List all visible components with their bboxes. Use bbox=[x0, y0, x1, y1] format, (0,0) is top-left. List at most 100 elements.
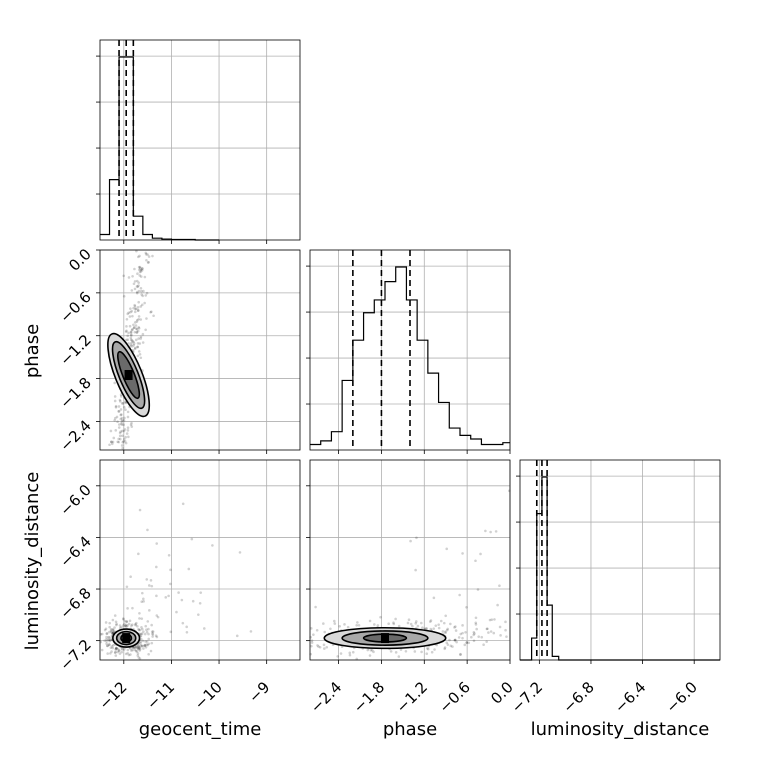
ytick-label-luminosity_distance: −6.8 bbox=[56, 584, 94, 622]
sample-point bbox=[114, 648, 117, 651]
sample-point bbox=[444, 631, 447, 635]
sample-point bbox=[149, 310, 152, 314]
sample-point bbox=[105, 638, 108, 641]
sample-point bbox=[459, 653, 462, 657]
sample-point bbox=[125, 432, 129, 435]
histogram-luminosity_distance bbox=[520, 476, 720, 661]
sample-point bbox=[107, 630, 111, 634]
sample-point bbox=[137, 265, 141, 269]
sample-point bbox=[150, 641, 154, 645]
sample-point bbox=[138, 342, 142, 345]
sample-point bbox=[124, 401, 128, 405]
sample-point bbox=[130, 624, 133, 628]
sample-point bbox=[137, 281, 140, 284]
sample-point bbox=[140, 289, 143, 293]
sample-point bbox=[132, 323, 135, 327]
sample-point bbox=[119, 400, 122, 403]
sample-point bbox=[126, 338, 130, 342]
sample-point bbox=[121, 624, 125, 627]
sample-point bbox=[110, 650, 113, 653]
sample-point bbox=[191, 599, 195, 603]
sample-point bbox=[397, 624, 401, 628]
sample-point bbox=[135, 318, 139, 322]
sample-point bbox=[120, 422, 123, 425]
sample-point bbox=[463, 643, 467, 647]
sample-point bbox=[109, 652, 112, 655]
sample-point bbox=[143, 301, 146, 305]
sample-point bbox=[137, 628, 141, 632]
sample-point bbox=[332, 619, 336, 623]
sample-point bbox=[145, 578, 149, 581]
sample-point bbox=[137, 350, 141, 353]
panel-frame bbox=[99, 39, 301, 241]
panel-phase-phase bbox=[306, 249, 511, 454]
sample-point bbox=[151, 630, 155, 633]
sample-point bbox=[115, 623, 118, 627]
sample-point bbox=[116, 647, 120, 651]
sample-point bbox=[122, 419, 126, 422]
sample-point bbox=[394, 617, 397, 621]
sample-point bbox=[116, 650, 119, 654]
sample-point bbox=[117, 410, 121, 413]
sample-point bbox=[480, 635, 484, 639]
sample-point bbox=[125, 329, 128, 333]
sample-point bbox=[148, 609, 151, 612]
sample-point bbox=[128, 324, 132, 328]
sample-point bbox=[117, 423, 121, 426]
sample-point bbox=[138, 628, 142, 632]
sample-point bbox=[490, 618, 494, 621]
sample-point bbox=[140, 617, 144, 620]
sample-point bbox=[139, 640, 142, 643]
sample-point bbox=[155, 542, 159, 545]
sample-point bbox=[121, 402, 125, 405]
sample-point bbox=[113, 399, 117, 403]
sample-point bbox=[117, 405, 121, 408]
sample-point bbox=[369, 648, 373, 652]
sample-point bbox=[325, 645, 329, 649]
sample-point bbox=[125, 325, 128, 328]
sample-point bbox=[139, 337, 143, 340]
sample-point bbox=[477, 635, 481, 638]
sample-point bbox=[445, 641, 449, 645]
sample-point bbox=[465, 605, 468, 609]
sample-point bbox=[123, 619, 127, 623]
sample-point bbox=[489, 630, 493, 633]
sample-point bbox=[368, 619, 372, 623]
sample-point bbox=[392, 622, 396, 626]
sample-point bbox=[124, 435, 127, 439]
sample-point bbox=[121, 434, 124, 438]
sample-point bbox=[124, 624, 127, 628]
sample-point bbox=[105, 632, 109, 635]
sample-point bbox=[376, 624, 380, 627]
sample-point bbox=[110, 442, 114, 446]
sample-point bbox=[323, 647, 326, 650]
sample-point bbox=[145, 291, 149, 295]
sample-point bbox=[136, 285, 140, 289]
sample-point bbox=[106, 644, 109, 648]
ytick-label-luminosity_distance: −6.0 bbox=[56, 481, 94, 519]
sample-point bbox=[100, 632, 104, 636]
sample-point bbox=[451, 645, 454, 648]
sample-point bbox=[113, 419, 116, 422]
sample-point bbox=[120, 416, 124, 420]
sample-point bbox=[141, 627, 144, 631]
sample-point bbox=[147, 632, 150, 636]
sample-point bbox=[128, 315, 132, 318]
sample-point bbox=[309, 627, 313, 630]
sample-point bbox=[133, 346, 137, 350]
sample-point bbox=[132, 326, 136, 329]
sample-point bbox=[370, 648, 374, 652]
sample-point bbox=[117, 649, 121, 652]
sample-point bbox=[104, 621, 108, 624]
sample-point bbox=[187, 567, 191, 571]
sample-point bbox=[108, 639, 111, 643]
sample-point bbox=[454, 638, 457, 642]
sample-point bbox=[406, 621, 410, 625]
sample-point bbox=[145, 630, 149, 634]
sample-point bbox=[415, 536, 418, 540]
sample-point bbox=[133, 305, 137, 308]
sample-point bbox=[133, 267, 136, 271]
sample-point bbox=[136, 646, 139, 650]
sample-point bbox=[144, 251, 148, 255]
sample-point bbox=[110, 645, 114, 648]
